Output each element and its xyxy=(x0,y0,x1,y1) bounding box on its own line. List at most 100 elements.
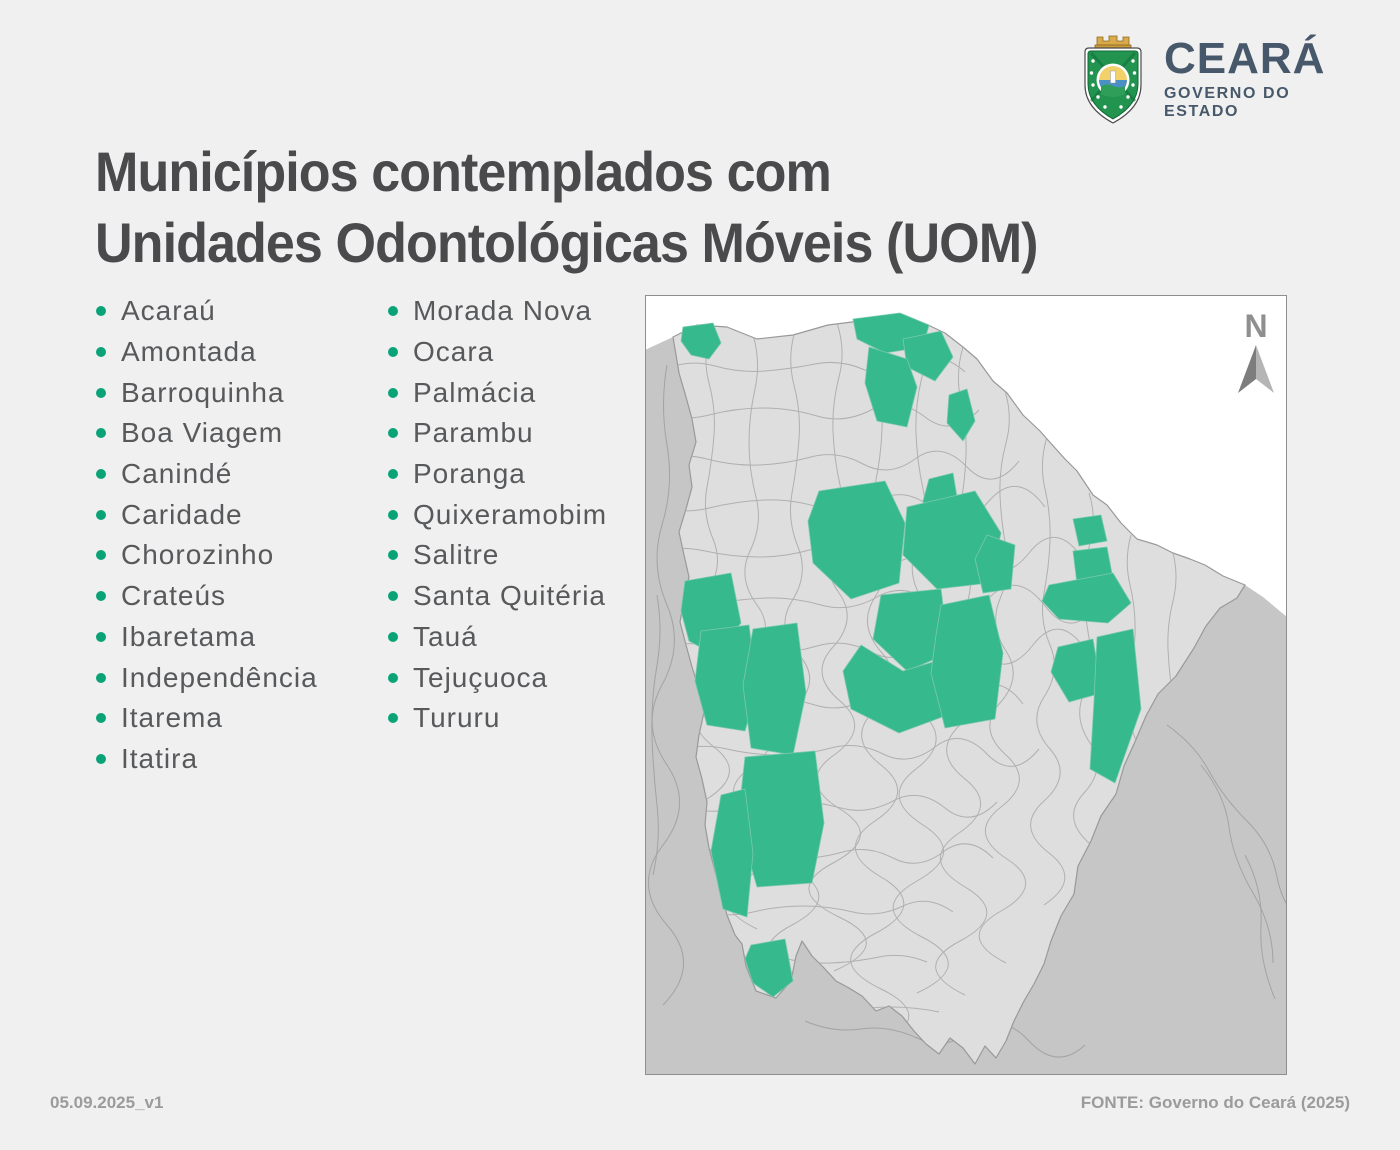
bullet-icon xyxy=(388,509,398,520)
bullet-icon xyxy=(96,713,106,724)
municipality-label: Independência xyxy=(121,661,318,693)
list-item: Tejuçuoca xyxy=(388,657,680,698)
brand-text: CEARÁ GOVERNO DO ESTADO xyxy=(1164,37,1353,121)
list-item: Boa Viagem xyxy=(96,413,388,454)
list-item: Tauá xyxy=(388,617,680,658)
page-title: Municípios contemplados com Unidades Odon… xyxy=(95,136,1039,278)
municipality-label: Tururu xyxy=(413,702,501,734)
page-title-line1: Municípios contemplados com xyxy=(95,140,832,203)
municipality-label: Canindé xyxy=(121,458,233,490)
muni-tururu xyxy=(946,388,976,442)
shield-stars xyxy=(1089,59,1137,109)
muni-caridade xyxy=(974,534,1016,594)
municipality-label: Boa Viagem xyxy=(121,417,284,449)
municipality-label: Ibaretama xyxy=(121,620,257,652)
brand-name: CEARÁ xyxy=(1164,34,1326,83)
bullet-icon xyxy=(388,591,398,602)
municipality-lists: Acaraú Amontada Barroquinha Boa Viagem C… xyxy=(96,291,680,779)
list-item: Morada Nova xyxy=(388,291,680,332)
bullet-icon xyxy=(388,347,398,358)
bullet-icon xyxy=(388,428,398,439)
list-item: Acaraú xyxy=(96,291,388,332)
muni-palmacia xyxy=(1072,514,1108,547)
municipality-label: Chorozinho xyxy=(121,539,275,571)
muni-ocara xyxy=(1041,572,1132,624)
municipality-label: Barroquinha xyxy=(121,376,285,408)
muni-quixeramobim xyxy=(930,594,1004,729)
municipality-label: Caridade xyxy=(121,498,243,530)
muni-crateus xyxy=(694,624,758,732)
bullet-icon xyxy=(96,509,106,520)
list-item: Quixeramobim xyxy=(388,494,680,535)
municipality-label: Palmácia xyxy=(413,376,537,408)
list-item: Tururu xyxy=(388,698,680,739)
bullet-icon xyxy=(96,672,106,683)
bullet-icon xyxy=(388,387,398,398)
bullet-icon xyxy=(388,306,398,317)
municipality-label: Amontada xyxy=(121,336,257,368)
muni-independencia xyxy=(742,622,807,756)
list-item: Crateús xyxy=(96,576,388,617)
municipality-label: Poranga xyxy=(413,458,526,490)
north-label: N xyxy=(1244,308,1267,344)
bullet-icon xyxy=(388,631,398,642)
list-item: Amontada xyxy=(96,332,388,373)
muni-salitre xyxy=(744,938,794,998)
map-frame-border xyxy=(645,295,1287,1075)
neighbor-borders xyxy=(648,364,1287,1058)
municipality-label: Acaraú xyxy=(121,295,216,327)
municipality-label: Tauá xyxy=(413,620,478,652)
bullet-icon xyxy=(96,591,106,602)
list-item: Ibaretama xyxy=(96,617,388,658)
bullet-icon xyxy=(96,387,106,398)
municipality-label: Quixeramobim xyxy=(413,498,608,530)
version-label: 05.09.2025_v1 xyxy=(50,1093,164,1112)
municipality-label: Itarema xyxy=(121,702,223,734)
list-item: Palmácia xyxy=(388,372,680,413)
list-item: Itarema xyxy=(96,698,388,739)
bullet-icon xyxy=(96,347,106,358)
ceara-coat-of-arms xyxy=(1084,35,1142,124)
bullet-icon xyxy=(388,550,398,561)
page-title-line2: Unidades Odontológicas Móveis (UOM) xyxy=(95,211,1039,274)
ocean-area xyxy=(645,295,1287,617)
bullet-icon xyxy=(96,428,106,439)
bullet-icon xyxy=(388,672,398,683)
municipality-label: Itatira xyxy=(121,742,199,774)
muni-amontada xyxy=(864,346,918,428)
highlighted-municipalities xyxy=(680,312,1142,998)
muni-barroquinha xyxy=(680,322,722,360)
list-item: Independência xyxy=(96,657,388,698)
list-item: Poranga xyxy=(388,454,680,495)
list-item: Santa Quitéria xyxy=(388,576,680,617)
list-item: Barroquinha xyxy=(96,372,388,413)
muni-itatira xyxy=(872,588,950,672)
header-brand: CEARÁ GOVERNO DO ESTADO xyxy=(1078,33,1353,125)
municipality-list-column-1: Acaraú Amontada Barroquinha Boa Viagem C… xyxy=(96,291,388,779)
bullet-icon xyxy=(96,469,106,480)
bullet-icon xyxy=(388,713,398,724)
municipality-label: Ocara xyxy=(413,336,495,368)
municipality-label: Parambu xyxy=(413,417,534,449)
muni-santa-quiteria xyxy=(807,480,906,600)
muni-parambu xyxy=(710,788,754,918)
bullet-icon xyxy=(388,469,398,480)
municipality-list-column-2: Morada Nova Ocara Palmácia Parambu Poran… xyxy=(388,291,680,779)
brand-subtitle: GOVERNO DO ESTADO xyxy=(1164,85,1291,120)
bullet-icon xyxy=(96,550,106,561)
muni-boa-viagem xyxy=(842,644,954,734)
list-item: Ocara xyxy=(388,332,680,373)
municipality-label: Morada Nova xyxy=(413,295,593,327)
source-label: FONTE: Governo do Ceará (2025) xyxy=(1080,1093,1350,1112)
municipality-label: Santa Quitéria xyxy=(413,580,606,612)
list-item: Salitre xyxy=(388,535,680,576)
municipality-label: Salitre xyxy=(413,539,500,571)
list-item: Caridade xyxy=(96,494,388,535)
bullet-icon xyxy=(96,631,106,642)
list-item: Chorozinho xyxy=(96,535,388,576)
list-item: Canindé xyxy=(96,454,388,495)
list-item: Itatira xyxy=(96,739,388,780)
list-item: Parambu xyxy=(388,413,680,454)
bullet-icon xyxy=(96,753,106,764)
